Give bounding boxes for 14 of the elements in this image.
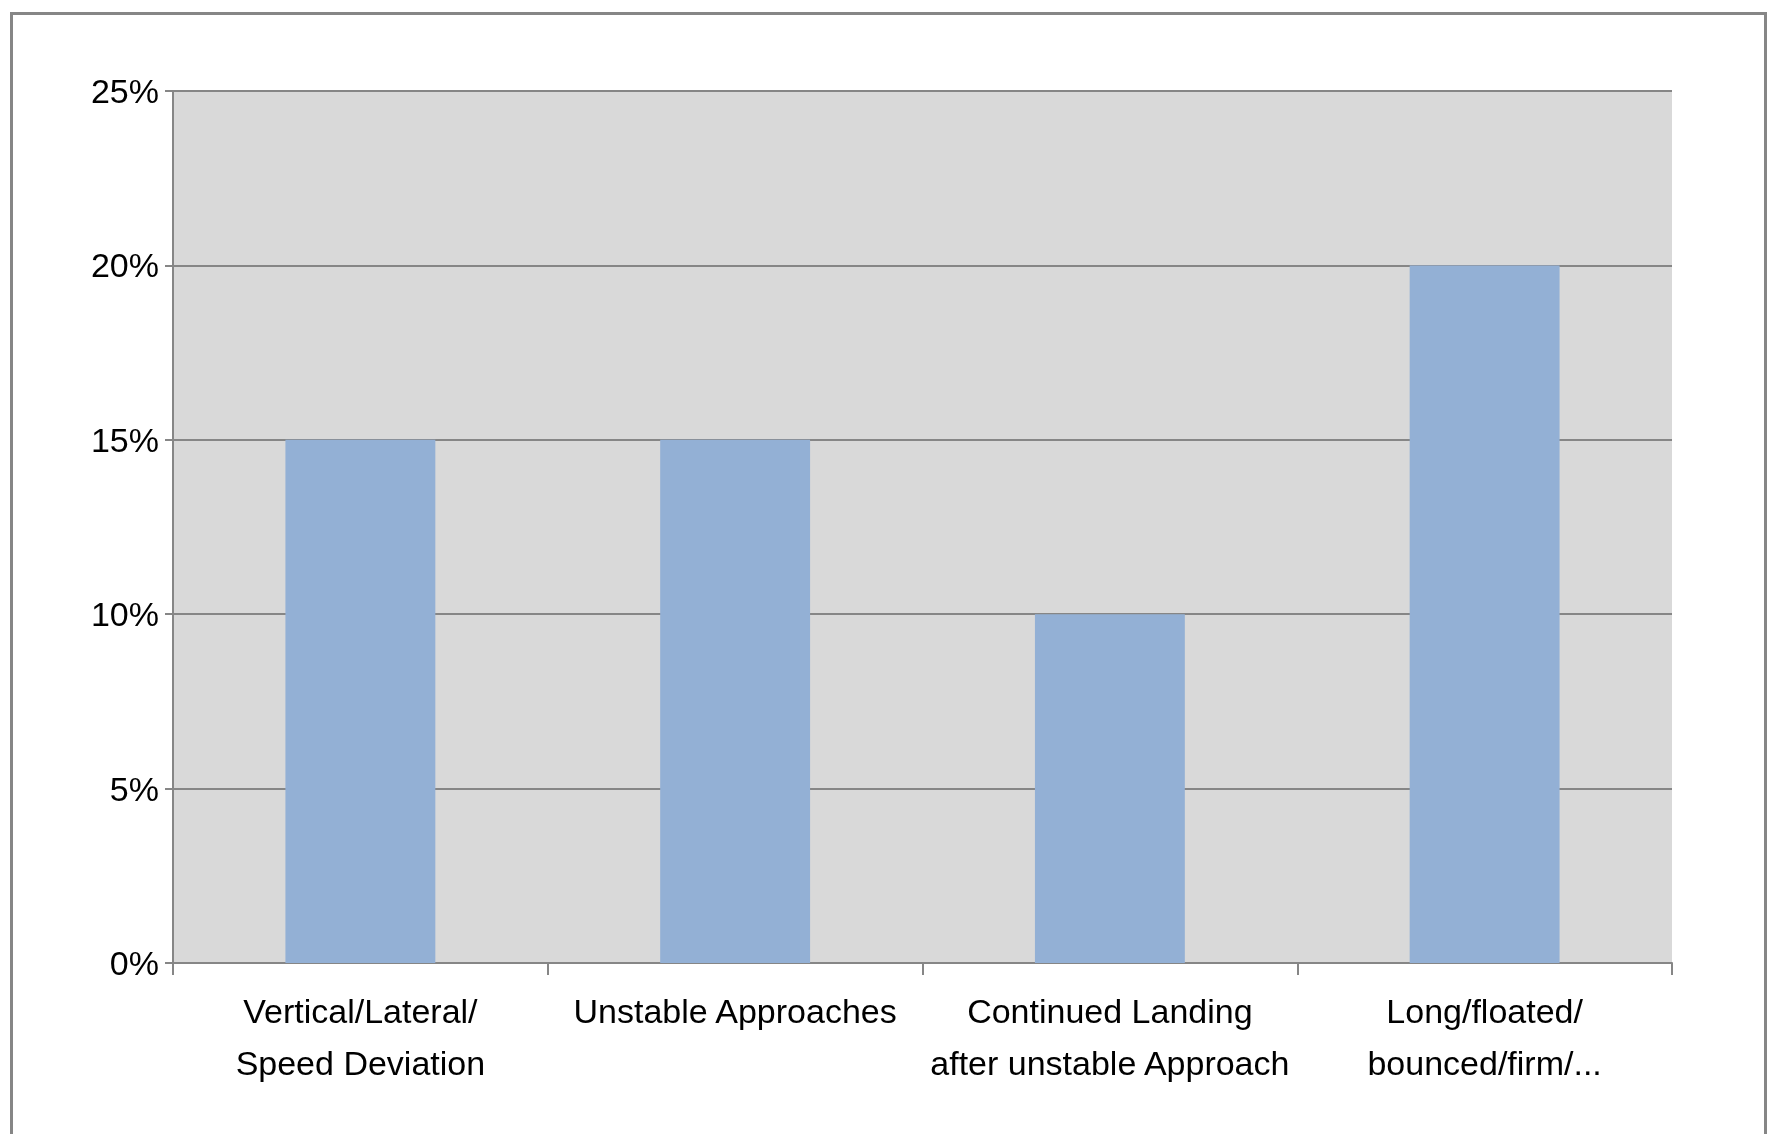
x-tick-label: Unstable Approaches (573, 992, 897, 1030)
y-tick-label: 10% (90, 595, 159, 634)
x-tick-label: Continued Landing after unstable Approach (930, 992, 1290, 1082)
x-tick-label: Vertical/Lateral/ Speed Deviation (235, 992, 486, 1082)
y-tick-label: 0% (109, 944, 159, 982)
bar (285, 439, 436, 963)
y-tick-label: 25% (90, 72, 159, 110)
bar (660, 439, 811, 963)
bar (1034, 614, 1185, 963)
x-tick-label: Long/floated/ bounced/firm/... (1367, 992, 1602, 1082)
y-tick-label: 5% (109, 769, 159, 808)
bar (1409, 265, 1560, 963)
y-tick-label: 20% (90, 246, 159, 285)
y-tick-label: 15% (90, 420, 159, 459)
